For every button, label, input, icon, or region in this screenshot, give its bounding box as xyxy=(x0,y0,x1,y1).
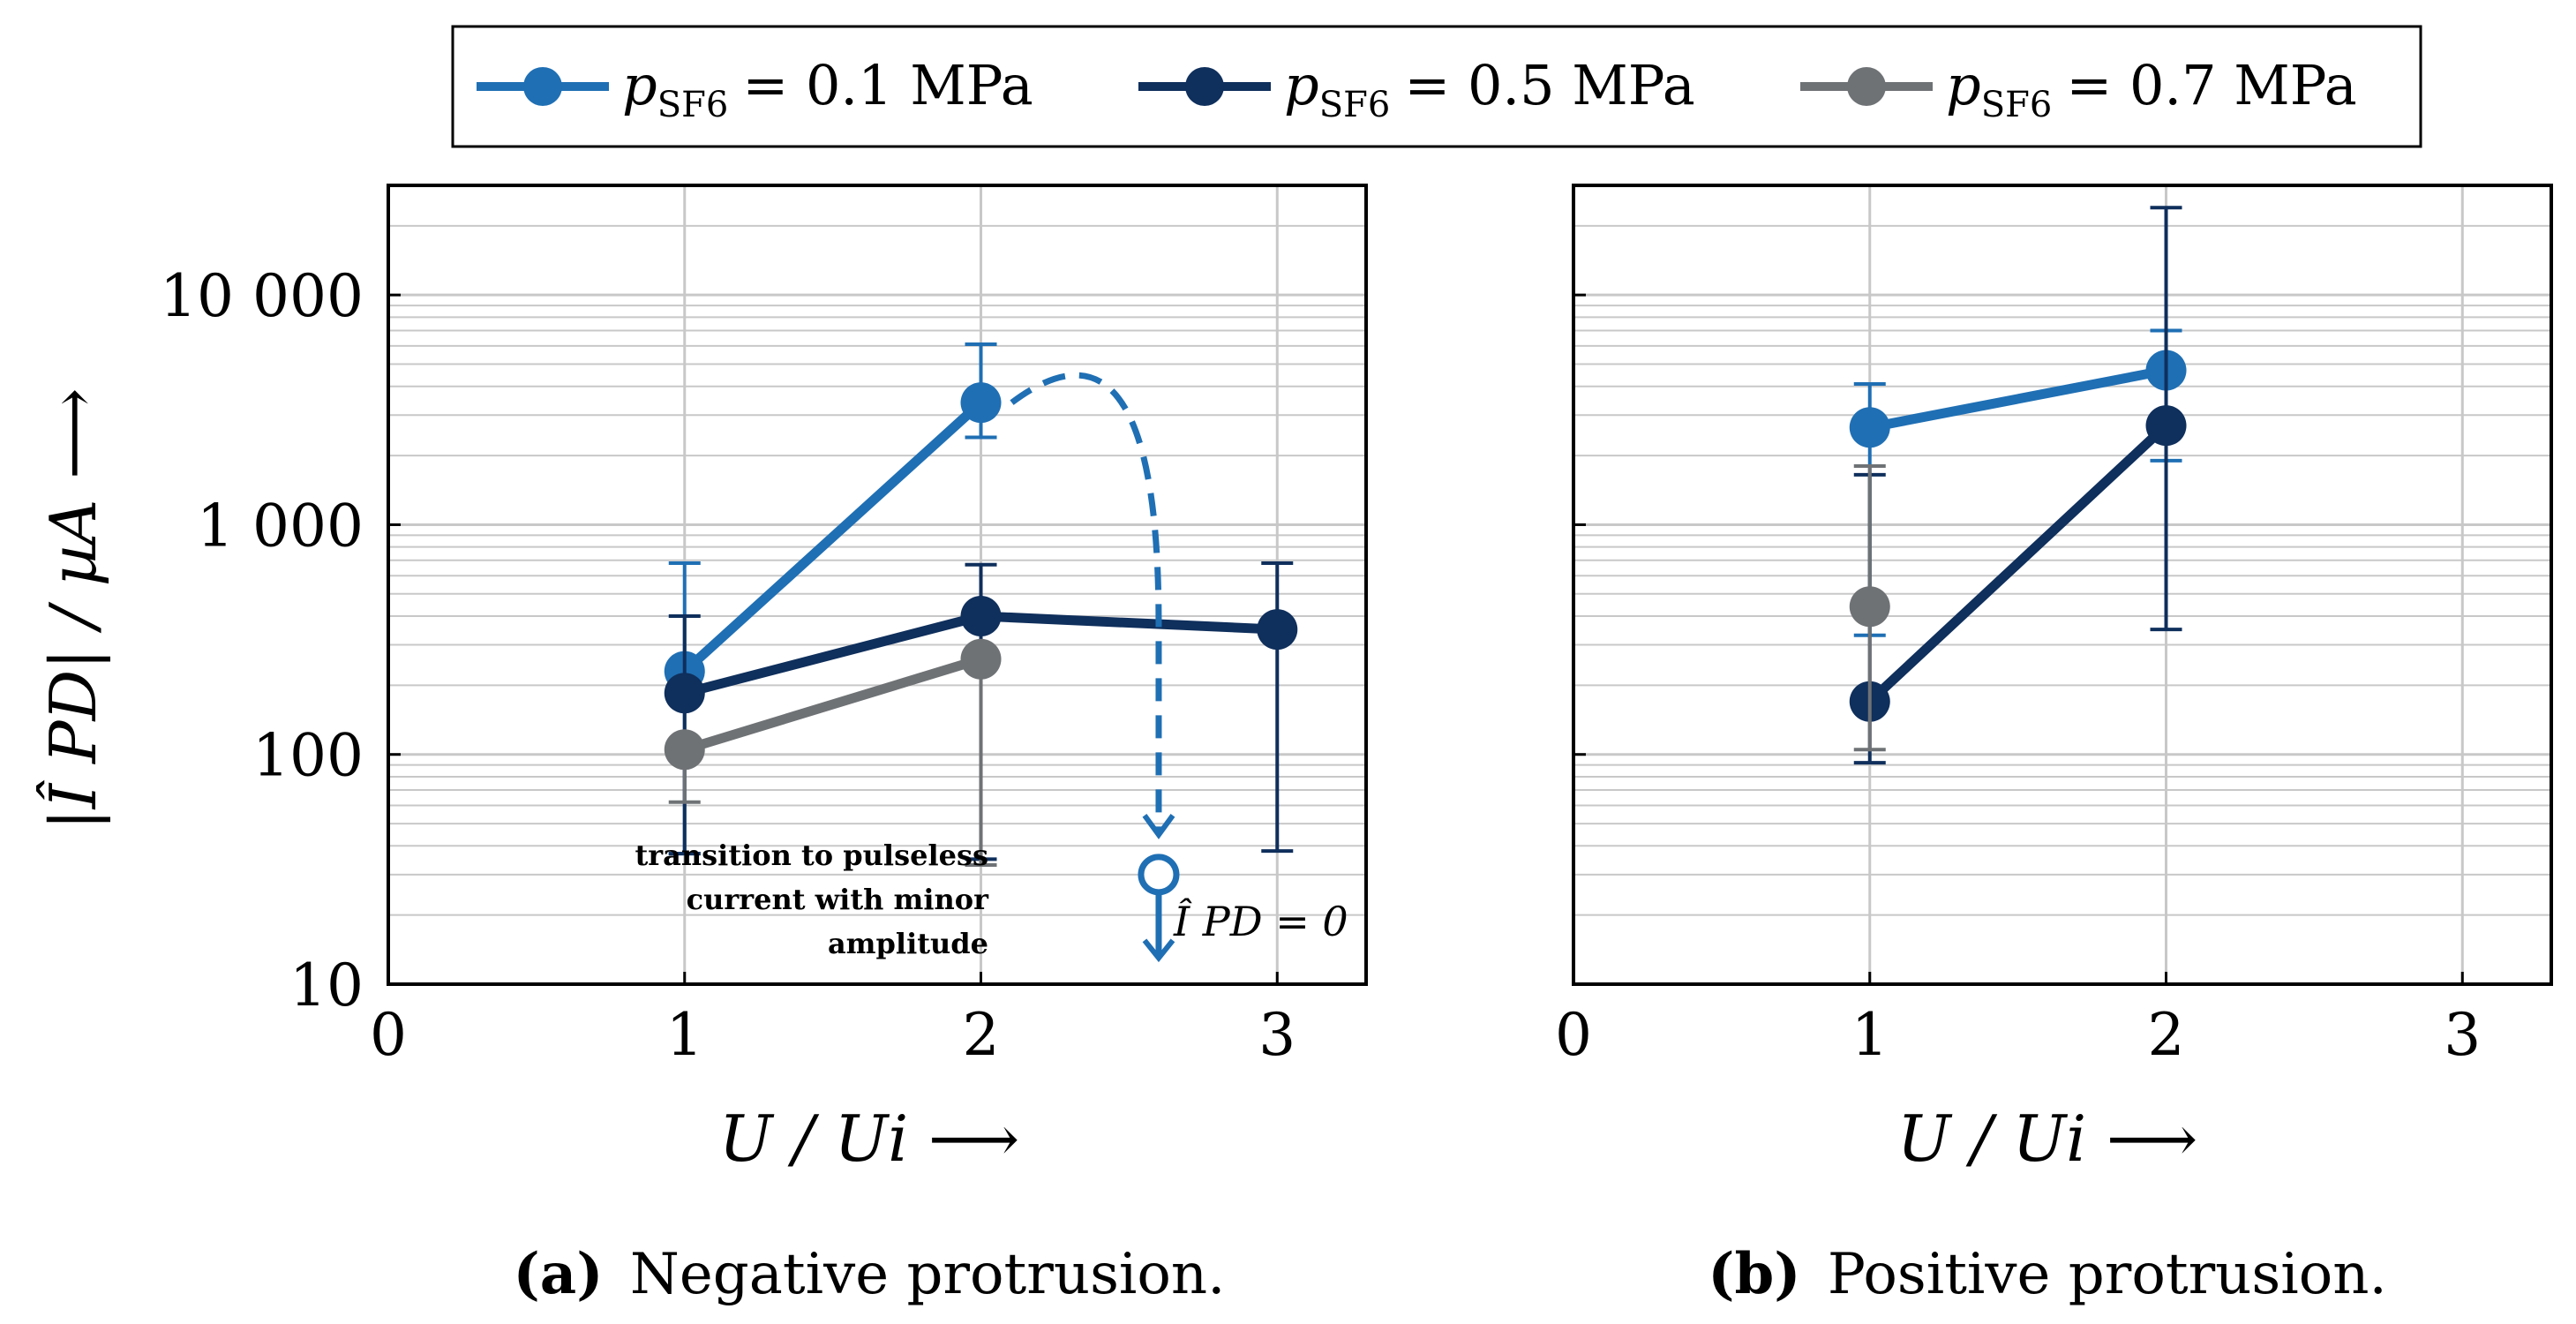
legend-marker-2 xyxy=(1847,67,1886,106)
series-line xyxy=(1866,422,2170,705)
transition-arrow-path xyxy=(1010,372,1162,835)
legend-frame xyxy=(451,25,2422,148)
data-point xyxy=(1849,407,1890,448)
data-point xyxy=(960,638,1002,680)
series-2 xyxy=(1849,464,1890,752)
transition-arrow-head xyxy=(1142,814,1175,839)
legend-entry-0: pSF6 = 0.1 MPa xyxy=(477,53,1033,125)
data-point xyxy=(960,382,1002,424)
y-tick-label: 10 xyxy=(289,952,364,1019)
legend-symbol-0: p xyxy=(622,53,657,117)
series-line xyxy=(681,399,985,675)
x-tick-label: 1 xyxy=(666,1001,703,1069)
legend-subscript-0: SF6 xyxy=(657,85,729,125)
panel-b-caption-label: (b) xyxy=(1708,1241,1800,1307)
series-line xyxy=(1868,365,2167,433)
panel-a-caption-text: Negative protrusion. xyxy=(630,1242,1226,1307)
legend-symbol-2: p xyxy=(1946,53,1981,117)
data-point xyxy=(1849,586,1890,628)
panel-b-grid xyxy=(1573,184,2551,986)
panel-a-series xyxy=(664,342,1298,868)
panel-b-x-title: U / Ui ⟶ xyxy=(1897,1102,2198,1176)
x-tick-label: 3 xyxy=(1258,1001,1296,1069)
x-tick-label: 1 xyxy=(1851,1001,1889,1069)
transition-point-marker xyxy=(1138,854,1180,896)
panel-a-x-title: U / Ui ⟶ xyxy=(719,1102,1020,1176)
panel-b-frame xyxy=(1572,184,2553,986)
series-0 xyxy=(1849,328,2187,637)
panel-a-ticks: 0 1 2 3 10 100 1 000 10 000 xyxy=(160,262,1296,1069)
series-1 xyxy=(664,561,1298,861)
panel-a: 0 1 2 3 10 100 1 000 10 000 transition to pulse… xyxy=(160,184,1368,1307)
x-tick-label: 0 xyxy=(370,1001,407,1069)
zero-label: Î PD = 0 xyxy=(1173,897,1348,945)
y-tick-label: 1 000 xyxy=(197,492,364,560)
transition-text-line-2: current with minor xyxy=(687,883,990,916)
zero-arrow-head xyxy=(1142,938,1175,963)
panel-b-caption: (b) Positive protrusion. xyxy=(1708,1241,2387,1307)
data-point xyxy=(1257,609,1298,651)
transition-annotation: transition to pulseless current with min… xyxy=(635,372,1348,963)
panel-a-caption: (a) Negative protrusion. xyxy=(514,1241,1226,1307)
series-line xyxy=(683,654,983,755)
series-2 xyxy=(664,638,1002,868)
legend-label-0: pSF6 = 0.1 MPa xyxy=(622,53,1033,125)
data-point xyxy=(664,673,705,714)
legend-subscript-1: SF6 xyxy=(1319,85,1391,125)
panel-b-ticks: 0 1 2 3 xyxy=(1555,293,2481,1069)
y-axis-title: |Î PD| / µA ⟶ xyxy=(35,388,110,831)
data-point xyxy=(960,596,1002,637)
y-tick-label: 10 000 xyxy=(160,262,364,330)
legend-label-1: pSF6 = 0.5 MPa xyxy=(1284,53,1695,125)
transition-text-line-1: transition to pulseless xyxy=(635,839,988,872)
x-tick-label: 3 xyxy=(2444,1001,2481,1069)
legend-rest-0: = 0.1 MPa xyxy=(742,53,1033,117)
x-tick-label: 2 xyxy=(2148,1001,2185,1069)
legend-rest-1: = 0.5 MPa xyxy=(1404,53,1694,117)
data-point xyxy=(2145,405,2187,447)
legend-symbol-1: p xyxy=(1284,53,1319,117)
panel-b: 0 1 2 3 U / Ui ⟶ (b) Positive protrusion. xyxy=(1555,184,2553,1307)
data-point xyxy=(664,729,705,771)
legend: pSF6 = 0.1 MPa pSF6 = 0.5 MPa pSF6 = 0.7 MP… xyxy=(451,25,2422,148)
legend-rest-2: = 0.7 MPa xyxy=(2066,53,2356,117)
legend-entry-2: pSF6 = 0.7 MPa xyxy=(1800,53,2357,125)
panel-a-caption-label: (a) xyxy=(514,1241,604,1307)
panel-b-series xyxy=(1849,206,2187,765)
series-1 xyxy=(1849,206,2187,765)
transition-text-line-3: amplitude xyxy=(828,927,988,960)
legend-entry-1: pSF6 = 0.5 MPa xyxy=(1138,53,1695,125)
x-tick-label: 0 xyxy=(1555,1001,1592,1069)
panel-b-caption-text: Positive protrusion. xyxy=(1828,1242,2387,1307)
panel-a-frame xyxy=(387,184,1368,986)
legend-label-2: pSF6 = 0.7 MPa xyxy=(1946,53,2357,125)
y-tick-label: 100 xyxy=(252,722,364,790)
x-tick-label: 2 xyxy=(963,1001,1000,1069)
legend-marker-1 xyxy=(1185,67,1224,106)
legend-marker-0 xyxy=(523,67,562,106)
legend-subscript-2: SF6 xyxy=(1981,85,2053,125)
